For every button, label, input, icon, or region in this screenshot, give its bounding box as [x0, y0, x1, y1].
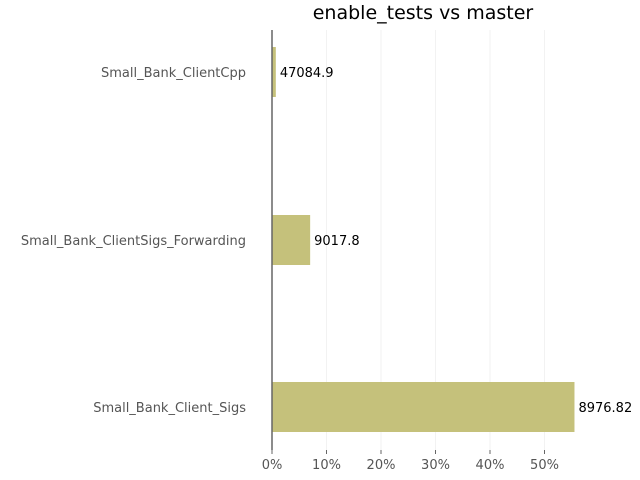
chart-title: enable_tests vs master — [313, 2, 534, 24]
x-tick-label: 40% — [476, 458, 505, 473]
category-labels: Small_Bank_ClientCpp Small_Bank_ClientSig… — [21, 66, 246, 416]
data-labels: 47084.9 9017.8 8976.82 — [280, 66, 632, 416]
bar — [272, 47, 276, 97]
category-label: Small_Bank_ClientSigs_Forwarding — [21, 234, 246, 249]
x-tick-label: 10% — [312, 458, 341, 473]
data-label: 8976.82 — [578, 401, 632, 416]
bars — [272, 47, 575, 432]
x-tick-label: 0% — [262, 458, 283, 473]
data-label: 47084.9 — [280, 66, 334, 81]
bar — [272, 382, 575, 432]
category-label: Small_Bank_Client_Sigs — [93, 401, 246, 416]
category-label: Small_Bank_ClientCpp — [101, 66, 246, 81]
x-tick-label: 20% — [367, 458, 396, 473]
bar — [272, 215, 311, 265]
grid-lines — [326, 30, 545, 450]
x-tick-label: 50% — [530, 458, 559, 473]
x-axis-ticks: 0% 10% 20% 30% 40% 50% — [262, 450, 559, 473]
data-label: 9017.8 — [314, 234, 360, 249]
x-tick-label: 30% — [421, 458, 450, 473]
